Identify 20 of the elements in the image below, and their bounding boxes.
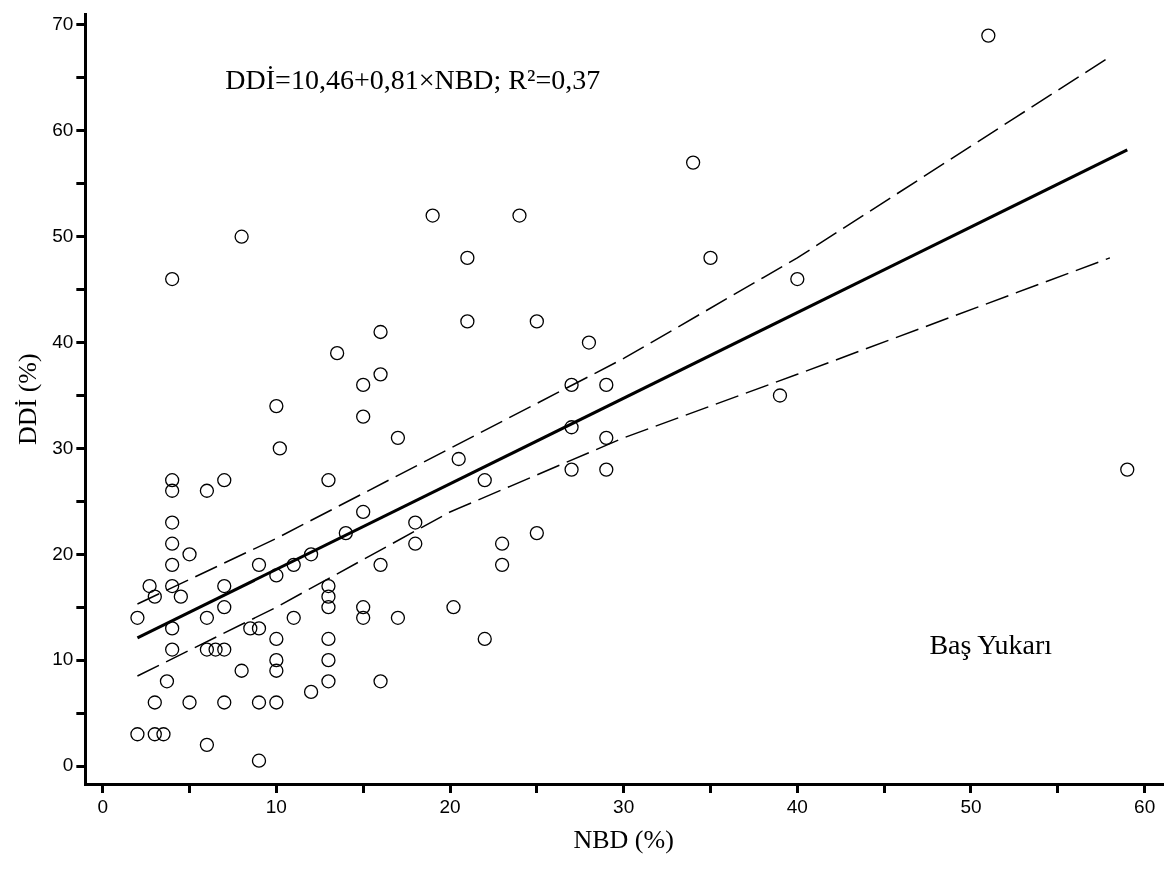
y-tick-label: 60 bbox=[52, 119, 74, 141]
annotation: Baş Yukarı bbox=[929, 629, 1053, 660]
y-tick-label: 40 bbox=[52, 330, 74, 352]
x-tick-label: 40 bbox=[786, 795, 808, 817]
x-tick-label: 30 bbox=[613, 795, 635, 817]
y-tick-label: 70 bbox=[52, 13, 74, 35]
annotation: DDİ=10,46+0,81×NBD; R²=0,37 bbox=[225, 64, 601, 96]
x-tick-label: 0 bbox=[97, 795, 108, 817]
x-tick-label: 10 bbox=[265, 795, 287, 817]
x-axis-title: NBD (%) bbox=[573, 825, 674, 855]
x-tick-label: 20 bbox=[439, 795, 461, 817]
y-tick-label: 50 bbox=[52, 224, 74, 246]
y-tick-label: 20 bbox=[52, 542, 74, 564]
y-tick-label: 0 bbox=[62, 754, 74, 776]
x-tick-label: 60 bbox=[1134, 795, 1156, 817]
y-axis-title: DDİ (%) bbox=[13, 353, 43, 446]
line-series bbox=[136, 257, 1111, 677]
y-tick-label: 10 bbox=[52, 648, 74, 670]
y-tick-label: 30 bbox=[52, 436, 74, 458]
x-tick-label: 50 bbox=[960, 795, 982, 817]
